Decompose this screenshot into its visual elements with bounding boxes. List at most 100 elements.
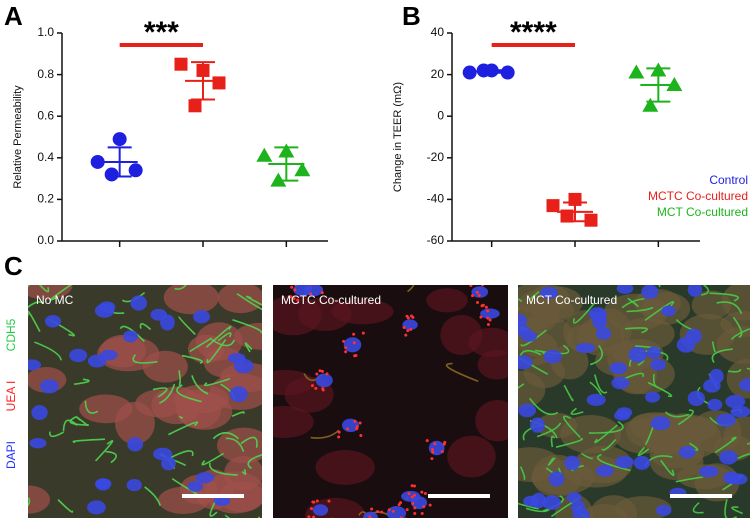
- nucleus: [543, 349, 562, 364]
- granule: [320, 291, 324, 295]
- granule: [433, 442, 437, 446]
- data-point: [500, 65, 515, 80]
- granule: [370, 507, 374, 511]
- cell-border: [171, 477, 198, 495]
- data-point: [546, 199, 560, 213]
- granule: [352, 341, 356, 345]
- nucleus: [655, 504, 672, 516]
- granule: [353, 354, 357, 358]
- y-axis-label: Relative Permeability: [12, 85, 24, 189]
- y-tick-label: 0.2: [37, 192, 54, 206]
- nucleus: [566, 492, 582, 504]
- nucleus: [99, 349, 118, 361]
- granule: [344, 346, 348, 350]
- cell-border: [73, 378, 90, 385]
- nucleus: [716, 413, 736, 427]
- cell-border: [594, 424, 618, 444]
- y-tick-label: -60: [427, 233, 445, 247]
- granule: [486, 309, 490, 313]
- nucleus: [725, 394, 746, 409]
- cytoplasm: [234, 322, 262, 350]
- legend-entry: MCTC Co-cultured: [648, 189, 748, 203]
- cell-border: [589, 381, 603, 396]
- nucleus: [542, 495, 561, 510]
- granule: [337, 430, 341, 434]
- cytoplasm: [173, 384, 230, 414]
- significance-stars: ***: [144, 16, 179, 49]
- data-point: [128, 163, 143, 178]
- cell-border: [644, 301, 675, 322]
- granule: [310, 278, 313, 281]
- cell-border: [644, 426, 654, 446]
- nucleus: [31, 405, 48, 420]
- cell-border: [570, 407, 584, 416]
- cell-border: [247, 453, 262, 470]
- cell-border: [589, 344, 604, 366]
- nucleus: [611, 376, 630, 390]
- granule: [307, 515, 311, 518]
- panel-label: C: [4, 251, 23, 281]
- cell-border: [231, 411, 245, 417]
- cell-border: [677, 409, 694, 426]
- data-point: [212, 76, 226, 90]
- granule: [376, 510, 380, 514]
- nucleus: [28, 359, 42, 371]
- cell-border: [529, 291, 540, 301]
- cytoplasm: [666, 416, 722, 459]
- cell-border: [572, 302, 596, 324]
- granule: [311, 277, 314, 280]
- nucleus: [386, 506, 407, 518]
- granule: [420, 511, 424, 515]
- cell-border: [711, 341, 716, 353]
- nucleus: [39, 379, 59, 394]
- nucleus: [312, 504, 329, 516]
- panel-label: B: [402, 1, 421, 31]
- cell-border: [176, 384, 202, 403]
- cell-border: [727, 368, 742, 373]
- cell-border: [660, 459, 675, 477]
- cell-border: [555, 437, 583, 448]
- cell-border: [201, 452, 224, 466]
- nucleus: [123, 330, 138, 343]
- granule: [310, 384, 314, 388]
- nucleus: [650, 416, 671, 431]
- granule: [431, 450, 435, 454]
- nucleus: [160, 314, 175, 331]
- cell-border: [581, 452, 593, 460]
- cell-border: [245, 295, 262, 306]
- micrograph: MCT Co-cultured: [518, 285, 750, 518]
- y-axis-label: Change in TEER (mΩ): [392, 82, 404, 192]
- cell-border: [236, 292, 262, 311]
- cell-border: [627, 297, 639, 307]
- cell-border: [525, 507, 550, 513]
- data-point: [90, 154, 105, 169]
- cytoplasm: [115, 401, 155, 445]
- nucleus: [548, 471, 565, 487]
- cell-border: [62, 419, 78, 432]
- cytoplasm: [723, 416, 750, 457]
- nucleus: [518, 403, 536, 418]
- granule: [312, 500, 316, 504]
- nucleus: [228, 352, 246, 364]
- granule: [296, 280, 299, 283]
- nucleus: [723, 471, 740, 485]
- data-point: [462, 65, 477, 80]
- nucleus: [730, 405, 750, 418]
- granule: [428, 503, 432, 507]
- granule: [411, 501, 415, 505]
- granule: [488, 318, 492, 322]
- granule: [412, 484, 416, 488]
- granule: [422, 505, 426, 509]
- legend-entry: Control: [709, 173, 748, 187]
- cell-border: [217, 332, 232, 342]
- cell-border: [624, 327, 648, 334]
- y-tick-label: 40: [431, 25, 445, 39]
- image-label: MCT Co-cultured: [526, 293, 617, 307]
- cell-border: [105, 450, 117, 464]
- cytoplasm: [217, 285, 262, 314]
- y-tick-label: 1.0: [37, 25, 54, 39]
- cell-border: [536, 422, 562, 438]
- cell-border: [711, 348, 733, 364]
- channel-label: CDH5: [4, 318, 18, 351]
